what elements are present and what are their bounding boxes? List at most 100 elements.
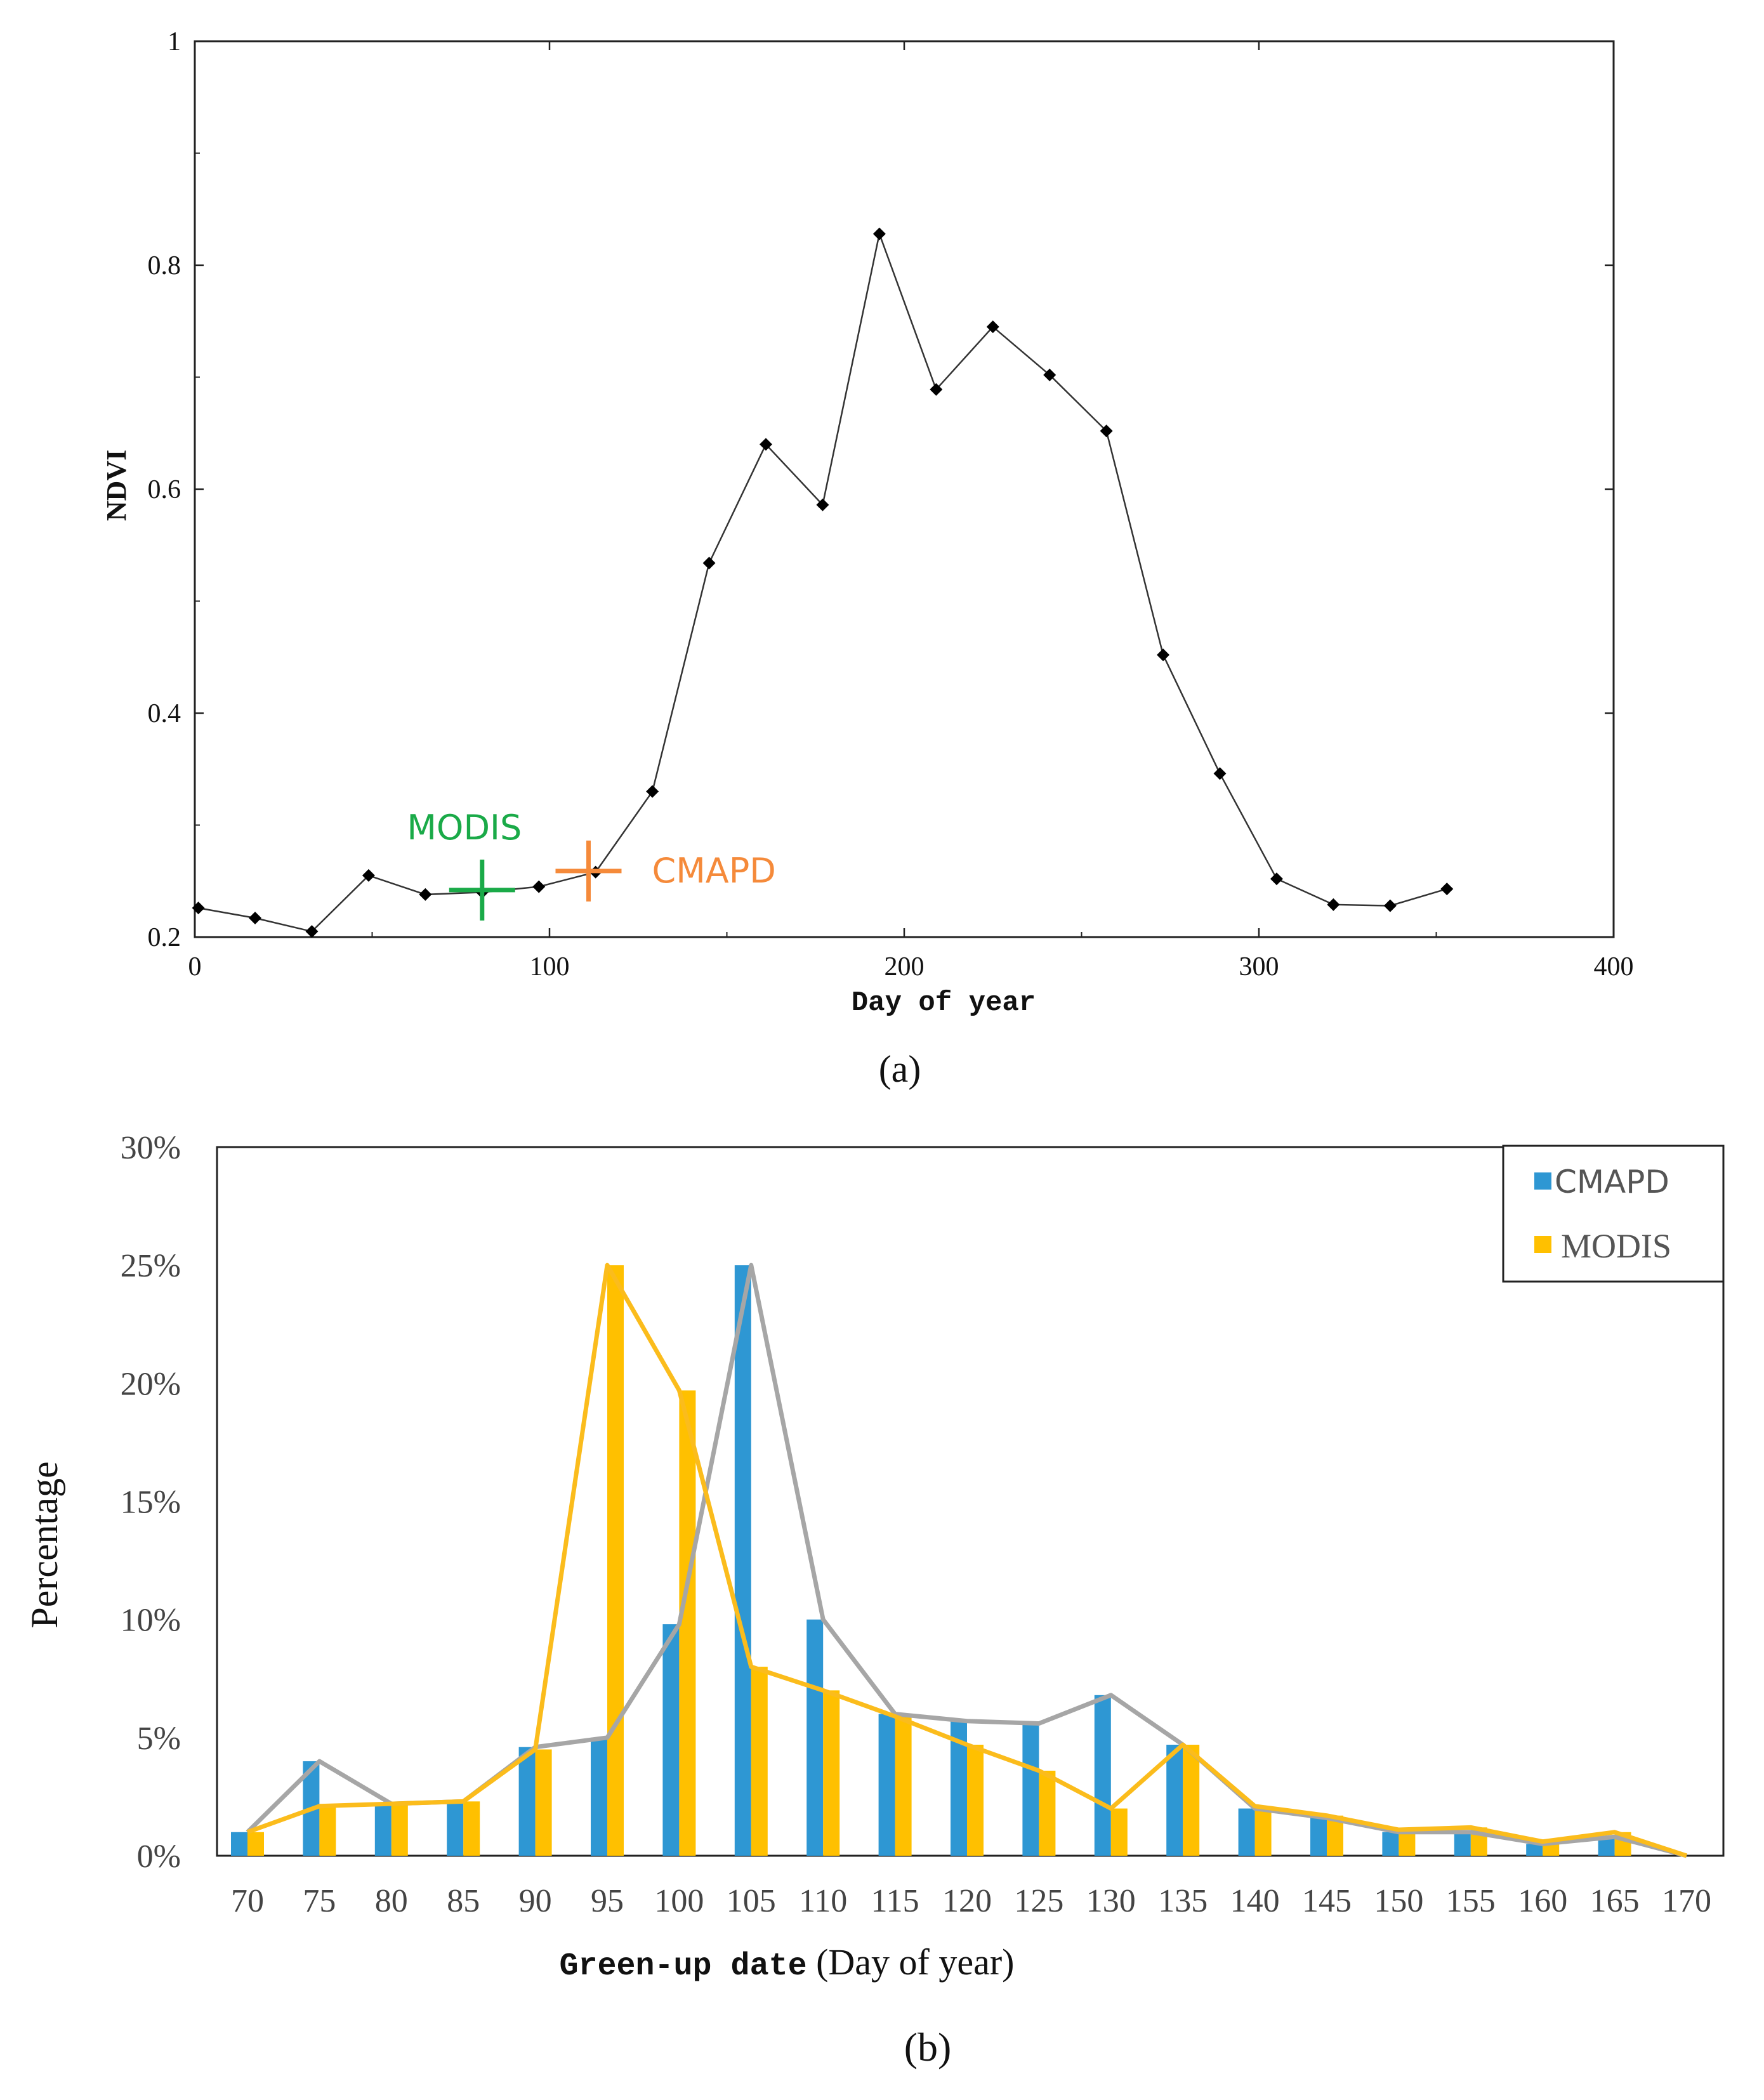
bar-cmapd — [662, 1624, 680, 1856]
bar-cmapd — [1094, 1695, 1111, 1856]
ndvi-point — [192, 902, 205, 915]
bar-modis — [751, 1667, 768, 1856]
x-tick-label-b: 120 — [942, 1883, 992, 1919]
legend: CMAPD MODIS — [1502, 1145, 1725, 1283]
bar-modis — [319, 1806, 336, 1856]
bar-cmapd — [878, 1714, 895, 1856]
ndvi-point — [1440, 883, 1454, 896]
ndvi-point — [702, 556, 716, 570]
y-axis-b: 0% 5% 10% 15% 20% 25% 30% — [121, 1130, 181, 1875]
x-tick-label-a: 300 — [1239, 952, 1279, 981]
x-axis-label-b: Green-up date (Day of year) — [560, 1941, 1015, 1985]
bar-cmapd — [591, 1737, 607, 1856]
x-tick-label-b: 135 — [1158, 1883, 1208, 1919]
y-tick-label-a: 0.2 — [148, 923, 181, 952]
x-tick-label-b: 130 — [1086, 1883, 1136, 1919]
bar-modis — [607, 1265, 624, 1856]
ndvi-point — [759, 438, 772, 451]
ndvi-point — [986, 320, 999, 334]
bar-modis — [1039, 1770, 1056, 1856]
legend-box — [1502, 1145, 1725, 1283]
bar-cmapd — [1238, 1808, 1255, 1856]
x-tick-label-b: 80 — [375, 1883, 408, 1919]
ndvi-point — [1157, 648, 1170, 662]
ndvi-point — [305, 925, 319, 938]
ndvi-chart: 0.2 0.4 0.6 0.8 1 0 100 200 300 400 MODIS CMAPD N… — [101, 27, 1634, 1090]
y-tick-label-b: 0% — [137, 1839, 181, 1875]
ndvi-line — [198, 231, 1447, 933]
x-tick-label-b: 95 — [591, 1883, 624, 1919]
bar-modis — [1183, 1745, 1200, 1856]
bar-modis — [967, 1745, 984, 1856]
legend-swatch-modis — [1534, 1236, 1551, 1253]
bar-modis — [535, 1749, 552, 1856]
y-tick-label-a: 0.4 — [148, 699, 181, 728]
bar-modis — [895, 1716, 912, 1856]
bar-modis — [463, 1801, 480, 1856]
bar-modis — [391, 1804, 408, 1856]
bar-modis — [247, 1832, 264, 1856]
x-tick-label-a: 200 — [885, 952, 925, 981]
x-tick-label-b: 75 — [303, 1883, 336, 1919]
ndvi-point — [419, 888, 432, 901]
modis-trend-line — [246, 1263, 1688, 1858]
y-axis-label-b: Percentage — [23, 1461, 65, 1628]
y-axis-a: 0.2 0.4 0.6 0.8 1 — [148, 27, 1614, 952]
x-tick-label-b: 70 — [231, 1883, 264, 1919]
plot-frame-a — [194, 40, 1615, 938]
bar-cmapd — [806, 1619, 824, 1856]
y-tick-label-a: 1 — [168, 27, 181, 56]
legend-label-cmapd: CMAPD — [1555, 1164, 1669, 1200]
x-axis-b: 70 75 80 85 90 95 100 105 110 115 120 125 130 135 140 1… — [231, 1883, 1711, 1919]
y-tick-label-b: 5% — [137, 1721, 181, 1757]
y-tick-label-a: 0.6 — [148, 475, 181, 504]
x-tick-label-b: 90 — [519, 1883, 552, 1919]
x-axis-label-a: Day of year — [852, 987, 1036, 1019]
ndvi-point — [1100, 424, 1113, 438]
bars — [231, 1265, 1631, 1856]
y-tick-label-b: 15% — [121, 1485, 181, 1521]
x-tick-label-b: 170 — [1662, 1883, 1711, 1919]
x-tick-label-b: 140 — [1230, 1883, 1280, 1919]
x-tick-label-b: 105 — [727, 1883, 776, 1919]
annotation-cmapd: CMAPD — [652, 851, 775, 891]
bar-modis — [1110, 1808, 1128, 1856]
x-axis-label-b-part1: Green-up date — [560, 1948, 807, 1985]
bar-cmapd — [1022, 1723, 1039, 1856]
bar-cmapd — [1382, 1832, 1399, 1856]
ndvi-point — [532, 880, 546, 893]
x-tick-label-b: 150 — [1374, 1883, 1423, 1919]
x-tick-label-b: 155 — [1446, 1883, 1496, 1919]
legend-swatch-cmapd — [1534, 1172, 1551, 1190]
ndvi-point — [362, 869, 375, 882]
ndvi-point — [816, 498, 829, 511]
x-tick-label-b: 100 — [654, 1883, 704, 1919]
ndvi-point — [646, 785, 659, 798]
x-tick-label-b: 145 — [1302, 1883, 1352, 1919]
x-axis-label-b-part2: (Day of year) — [807, 1941, 1015, 1983]
y-axis-label-a: NDVI — [101, 450, 132, 521]
ndvi-point — [1327, 898, 1340, 911]
panel-label-b: (b) — [904, 2025, 952, 2070]
y-tick-label-a: 0.8 — [148, 251, 181, 280]
panel-label-a: (a) — [879, 1048, 921, 1090]
y-tick-label-b: 30% — [121, 1130, 181, 1166]
bar-cmapd — [518, 1747, 536, 1856]
y-tick-label-b: 25% — [121, 1248, 181, 1284]
x-tick-label-b: 125 — [1014, 1883, 1063, 1919]
bar-cmapd — [1166, 1745, 1183, 1856]
ndvi-point — [930, 383, 943, 396]
y-tick-label-b: 10% — [121, 1603, 181, 1639]
bar-cmapd — [1310, 1818, 1327, 1856]
x-tick-label-b: 115 — [871, 1883, 919, 1919]
x-tick-label-a: 0 — [188, 952, 202, 981]
ndvi-point — [1270, 872, 1283, 886]
ndvi-point — [1213, 767, 1227, 780]
bar-modis — [679, 1390, 696, 1856]
ndvi-point — [1043, 368, 1056, 381]
x-tick-label-b: 165 — [1590, 1883, 1640, 1919]
bar-cmapd — [1526, 1844, 1543, 1856]
ndvi-point — [1383, 899, 1397, 912]
annotation-modis: MODIS — [407, 808, 522, 848]
